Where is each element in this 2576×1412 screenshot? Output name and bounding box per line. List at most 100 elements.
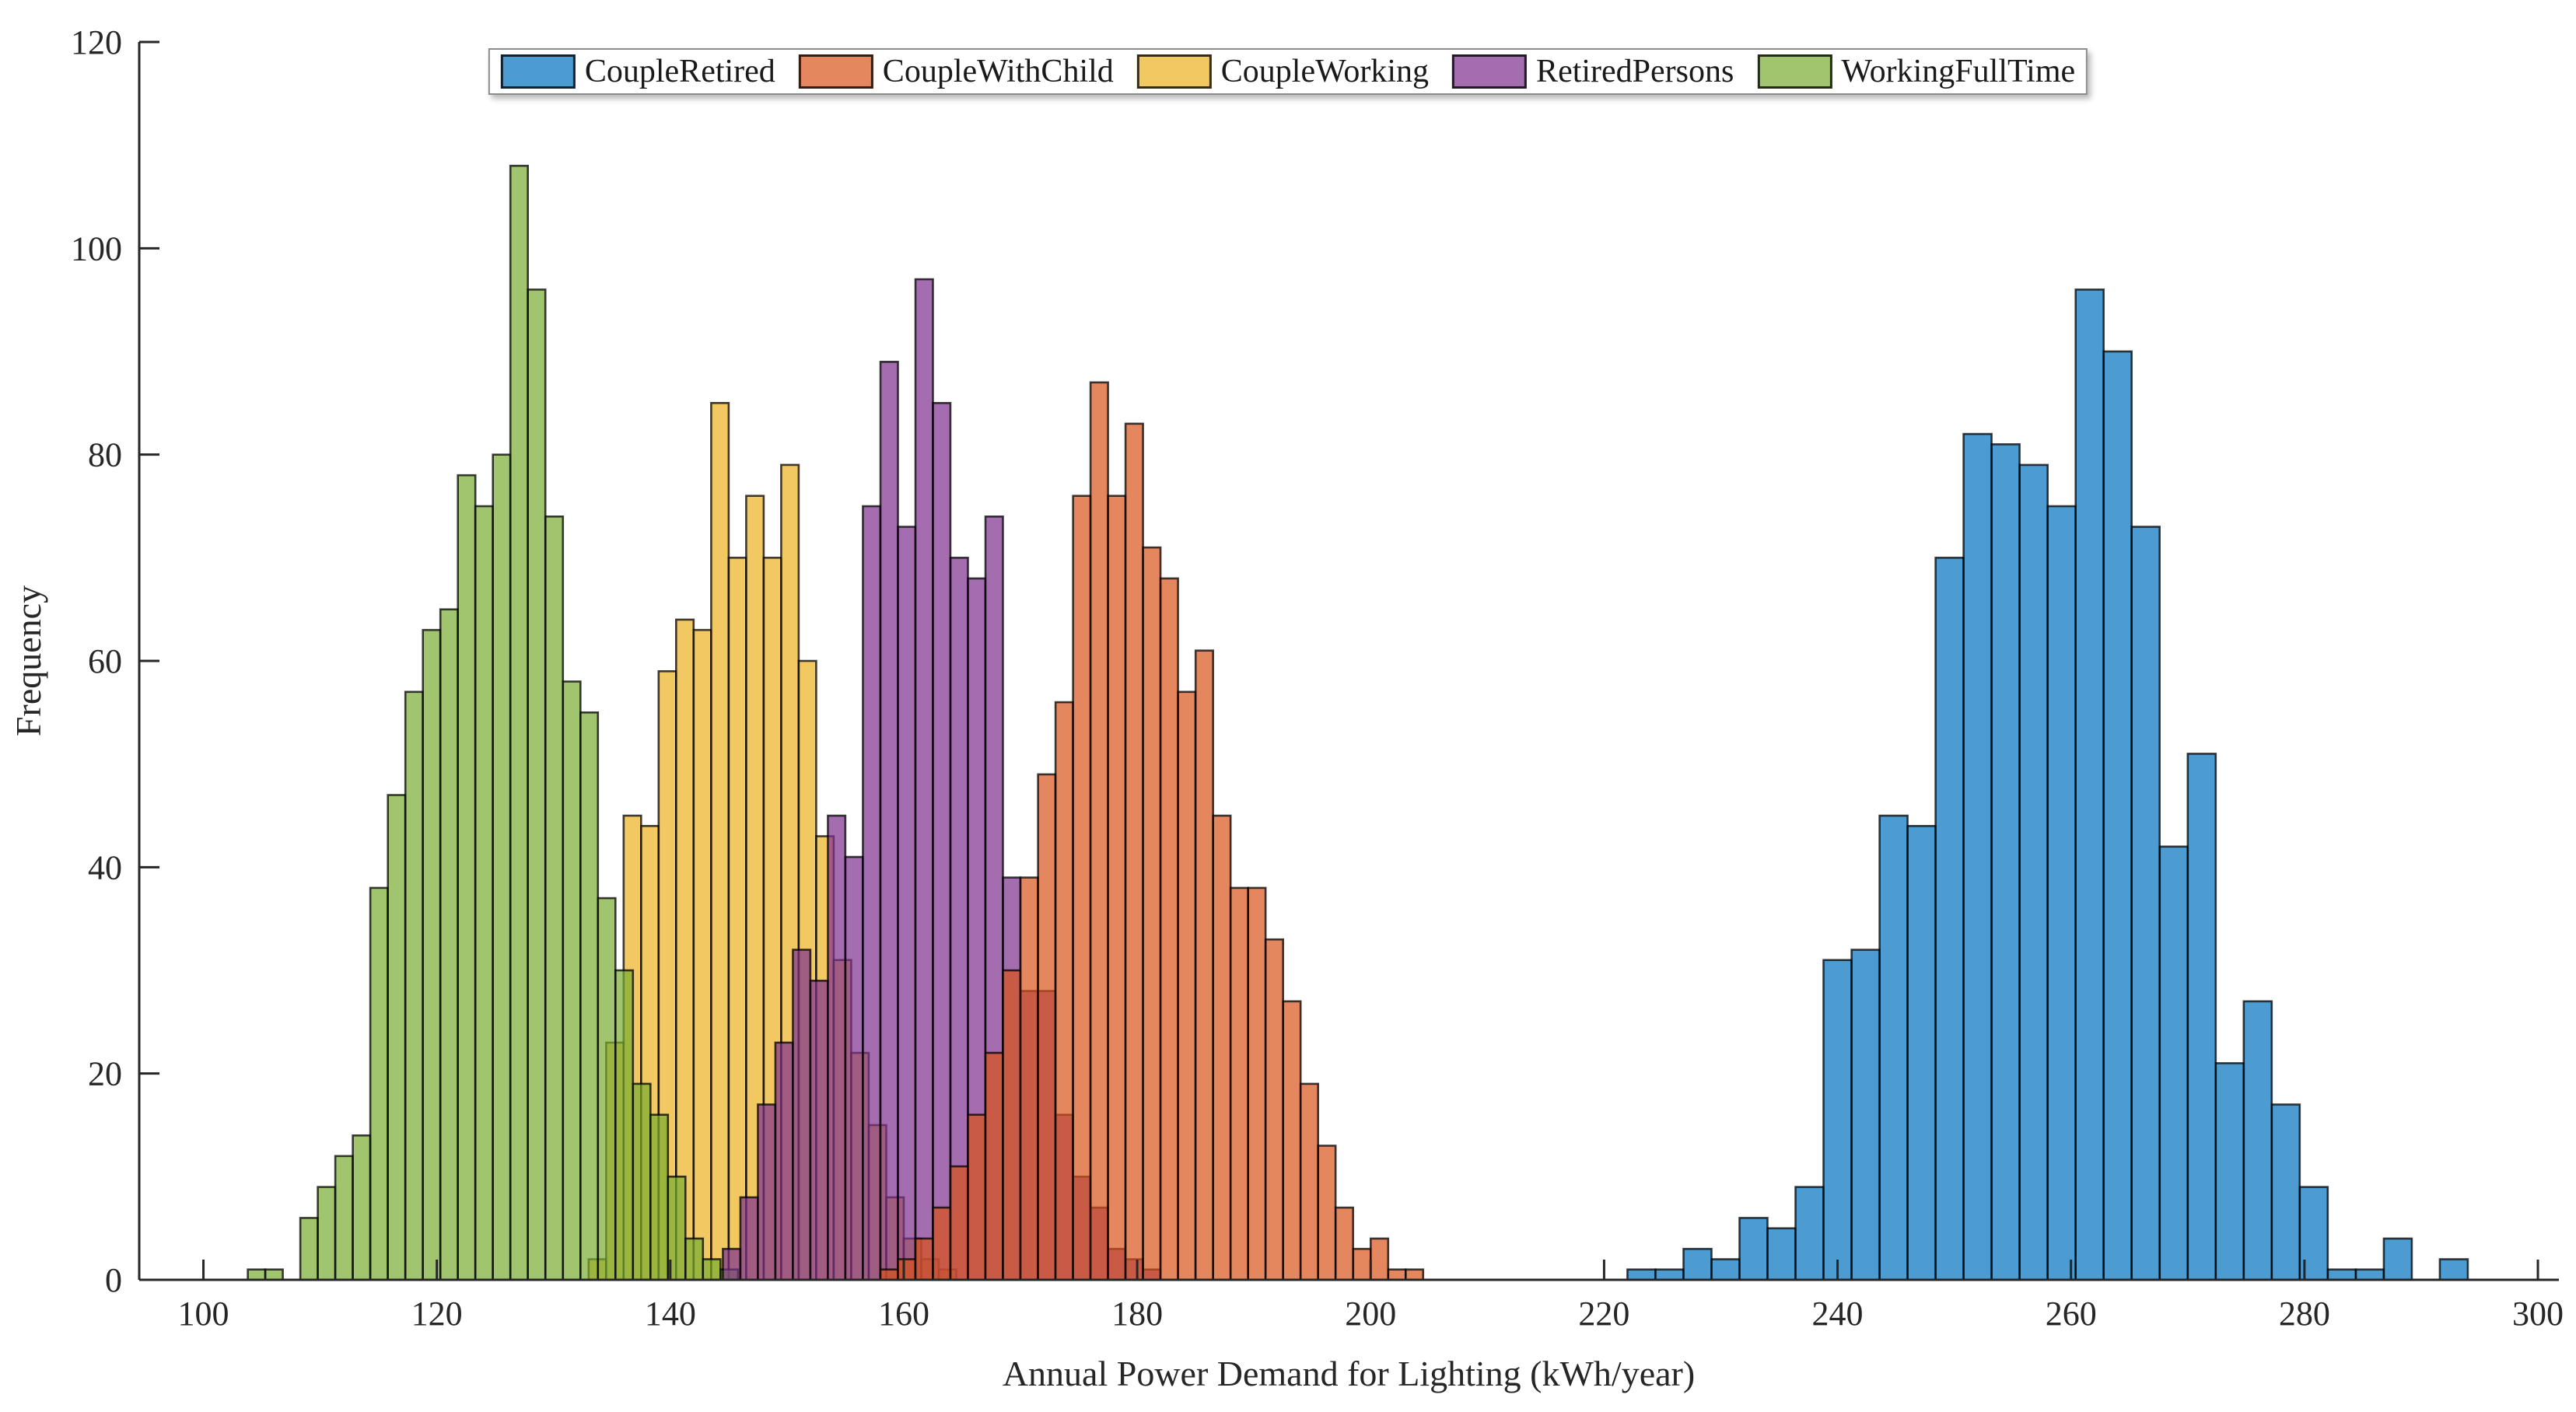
- y-tick-label: 60: [88, 642, 122, 680]
- legend-item-workingfulltime: WorkingFullTime: [1757, 54, 2075, 89]
- histogram-bar: [2130, 526, 2161, 1281]
- y-tick-label: 20: [88, 1055, 122, 1093]
- x-tick-label: 180: [1111, 1295, 1163, 1333]
- histogram-bar: [1352, 1247, 1372, 1281]
- histogram-bar: [1072, 495, 1092, 1281]
- histogram-bar: [932, 1206, 952, 1281]
- histogram-bar: [2074, 288, 2105, 1281]
- legend-label: CoupleWithChild: [882, 54, 1114, 89]
- y-tick-label: 100: [71, 229, 122, 267]
- histogram-bar: [2102, 350, 2133, 1281]
- histogram-bar: [1299, 1082, 1319, 1281]
- legend-label: RetiredPersons: [1536, 54, 1734, 89]
- legend-label: WorkingFullTime: [1841, 54, 2076, 89]
- histogram-bar: [457, 474, 477, 1281]
- x-tick-label: 260: [2046, 1295, 2097, 1333]
- histogram-bar: [1334, 1206, 1354, 1281]
- histogram-bar: [1142, 546, 1162, 1281]
- histogram-bar: [1906, 825, 1937, 1281]
- legend-item-coupleretired: CoupleRetired: [500, 54, 775, 89]
- histogram-bar: [739, 1196, 759, 1281]
- x-tick-label: 120: [411, 1295, 463, 1333]
- y-tick-label: 40: [88, 848, 122, 886]
- histogram-bar: [2382, 1237, 2413, 1281]
- histogram-bar: [2046, 505, 2077, 1281]
- histogram-bar: [509, 164, 530, 1281]
- legend-swatch-icon: [1136, 54, 1212, 89]
- histogram-bar: [710, 401, 730, 1281]
- histogram-bar: [809, 980, 829, 1281]
- histogram-bar: [1822, 959, 1853, 1281]
- histogram-bar: [897, 526, 917, 1281]
- histogram-bar: [317, 1186, 337, 1281]
- histogram-bar: [1387, 1268, 1407, 1281]
- histogram-bar: [562, 680, 582, 1281]
- histogram-bar: [597, 896, 617, 1281]
- x-tick-label: 280: [2279, 1295, 2330, 1333]
- histogram-bar: [1037, 773, 1057, 1281]
- histogram-bar: [1850, 949, 1881, 1281]
- histogram-bar: [1934, 556, 1965, 1281]
- histogram-bar: [1177, 690, 1197, 1281]
- legend-item-retiredpersons: RetiredPersons: [1452, 54, 1734, 89]
- histogram-bar: [827, 814, 847, 1281]
- histogram-bar: [967, 1113, 987, 1281]
- histogram-bar: [1264, 938, 1284, 1281]
- histogram-bar: [702, 1258, 722, 1281]
- x-tick-label: 240: [1812, 1295, 1864, 1333]
- legend-swatch-icon: [1757, 54, 1832, 89]
- histogram-bar: [1107, 495, 1127, 1281]
- histogram-bar: [247, 1268, 267, 1281]
- histogram-bar: [1738, 1217, 1769, 1281]
- histogram-bar: [422, 628, 442, 1281]
- histogram-bar: [932, 401, 952, 1281]
- histogram-bar: [862, 505, 882, 1281]
- histogram-bar: [2270, 1103, 2301, 1281]
- histogram-bar: [334, 1155, 354, 1281]
- series-retiredpersons: [722, 278, 1162, 1281]
- legend-item-couplewithchild: CoupleWithChild: [798, 54, 1114, 89]
- histogram-bar: [1124, 422, 1144, 1281]
- y-tick-label: 120: [71, 23, 122, 61]
- histogram-bar: [844, 855, 864, 1281]
- histogram-bar: [1019, 876, 1039, 1281]
- histogram-bar: [879, 360, 899, 1281]
- legend-swatch-icon: [500, 54, 576, 89]
- x-tick-label: 100: [178, 1295, 229, 1333]
- histogram-bar: [1054, 701, 1074, 1281]
- series-coupleretired: [1626, 288, 2469, 1281]
- histogram-bar: [1654, 1268, 1685, 1281]
- histogram-bar: [914, 278, 934, 1281]
- x-axis-title: Annual Power Demand for Lighting (kWh/ye…: [1003, 1354, 1695, 1393]
- histogram-bar: [1002, 969, 1022, 1281]
- histogram-bar: [1990, 443, 2021, 1281]
- histogram-bar: [1962, 432, 1993, 1281]
- y-axis-title: Frequency: [9, 585, 48, 736]
- histogram-bar: [544, 515, 565, 1281]
- histogram-bar: [1212, 814, 1232, 1281]
- y-tick-label: 80: [88, 436, 122, 474]
- histogram-bar: [2438, 1258, 2469, 1281]
- histogram-bar: [2018, 463, 2049, 1281]
- histogram-bar: [727, 556, 747, 1281]
- histogram-bar: [2214, 1062, 2245, 1281]
- histogram-bar: [1317, 1145, 1337, 1281]
- legend-label: CoupleWorking: [1220, 54, 1430, 89]
- histogram-bar: [1766, 1227, 1797, 1281]
- histogram-bar: [792, 949, 812, 1281]
- histogram-bar: [2158, 845, 2189, 1281]
- histogram-bar: [369, 886, 389, 1281]
- histogram-bar: [684, 1237, 705, 1281]
- histogram-bar: [2326, 1268, 2357, 1281]
- legend-swatch-icon: [1452, 54, 1528, 89]
- histogram-bar: [474, 505, 495, 1281]
- axes-layer: 100 120 140 160 180 200 220 240 260 280 300 0 20 40 60…: [71, 23, 2564, 1333]
- histogram-bar: [1370, 1237, 1390, 1281]
- histogram-bar: [897, 1258, 917, 1281]
- histogram-bar: [1229, 886, 1249, 1281]
- histogram-bar: [1159, 577, 1179, 1281]
- histogram-bar: [914, 1237, 934, 1281]
- histogram-bar: [1682, 1247, 1713, 1281]
